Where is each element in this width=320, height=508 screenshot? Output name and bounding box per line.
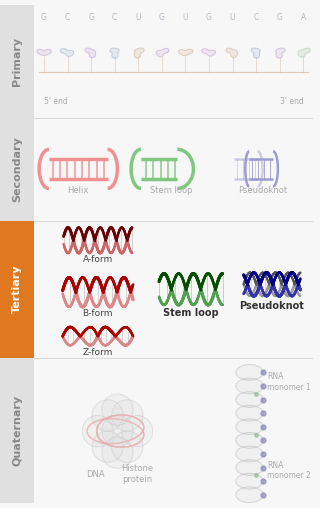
Polygon shape: [134, 48, 144, 58]
Text: Pseudoknot: Pseudoknot: [240, 301, 304, 311]
Polygon shape: [121, 416, 153, 447]
Polygon shape: [179, 49, 193, 56]
Text: G: G: [206, 13, 212, 22]
Polygon shape: [112, 400, 143, 431]
Polygon shape: [37, 49, 51, 56]
Polygon shape: [236, 432, 263, 448]
Polygon shape: [236, 487, 263, 502]
Polygon shape: [102, 416, 133, 447]
Text: Histone
protein: Histone protein: [121, 464, 153, 484]
Polygon shape: [236, 405, 263, 421]
Text: Z-form: Z-form: [83, 348, 113, 357]
Polygon shape: [236, 378, 263, 394]
Text: Stem loop: Stem loop: [163, 308, 219, 318]
Polygon shape: [92, 431, 123, 462]
Polygon shape: [202, 49, 216, 56]
Text: U: U: [230, 13, 236, 22]
Polygon shape: [276, 48, 285, 58]
Text: G: G: [277, 13, 283, 22]
Text: 5' end: 5' end: [44, 97, 68, 106]
Text: Quaternary: Quaternary: [12, 395, 22, 466]
Polygon shape: [236, 446, 263, 462]
Polygon shape: [102, 394, 133, 425]
Polygon shape: [102, 437, 133, 468]
Text: G: G: [159, 13, 165, 22]
Text: C: C: [65, 13, 70, 22]
Text: Stem loop: Stem loop: [150, 186, 193, 196]
Bar: [0, 221, 34, 358]
Text: A: A: [301, 13, 306, 22]
Polygon shape: [112, 431, 143, 462]
Text: A-form: A-form: [83, 256, 113, 264]
Text: U: U: [183, 13, 188, 22]
Polygon shape: [156, 48, 169, 57]
Text: DNA: DNA: [87, 470, 105, 479]
Polygon shape: [110, 48, 119, 58]
Bar: [0, 6, 34, 118]
Polygon shape: [236, 419, 263, 434]
Text: B-form: B-form: [83, 309, 113, 318]
Polygon shape: [236, 365, 263, 380]
Text: U: U: [136, 13, 141, 22]
Polygon shape: [226, 48, 237, 57]
Polygon shape: [82, 416, 114, 447]
Text: Primary: Primary: [12, 37, 22, 86]
Polygon shape: [85, 48, 96, 58]
Text: C: C: [112, 13, 117, 22]
Text: Pseudoknot: Pseudoknot: [238, 186, 287, 196]
Text: 3' end: 3' end: [280, 97, 303, 106]
Polygon shape: [298, 48, 310, 57]
Polygon shape: [60, 48, 74, 56]
Text: RNA
monomer 1: RNA monomer 1: [267, 372, 311, 392]
Text: Tertiary: Tertiary: [12, 265, 22, 313]
Text: Secondary: Secondary: [12, 137, 22, 202]
Polygon shape: [251, 48, 260, 58]
Text: G: G: [41, 13, 47, 22]
Polygon shape: [236, 460, 263, 475]
Polygon shape: [236, 392, 263, 407]
Bar: [0, 118, 34, 221]
Polygon shape: [92, 400, 123, 431]
Bar: [0, 358, 34, 502]
Text: C: C: [253, 13, 259, 22]
Polygon shape: [236, 473, 263, 489]
Text: Helix: Helix: [68, 186, 89, 196]
Text: RNA
monomer 2: RNA monomer 2: [267, 461, 311, 480]
Text: G: G: [88, 13, 94, 22]
